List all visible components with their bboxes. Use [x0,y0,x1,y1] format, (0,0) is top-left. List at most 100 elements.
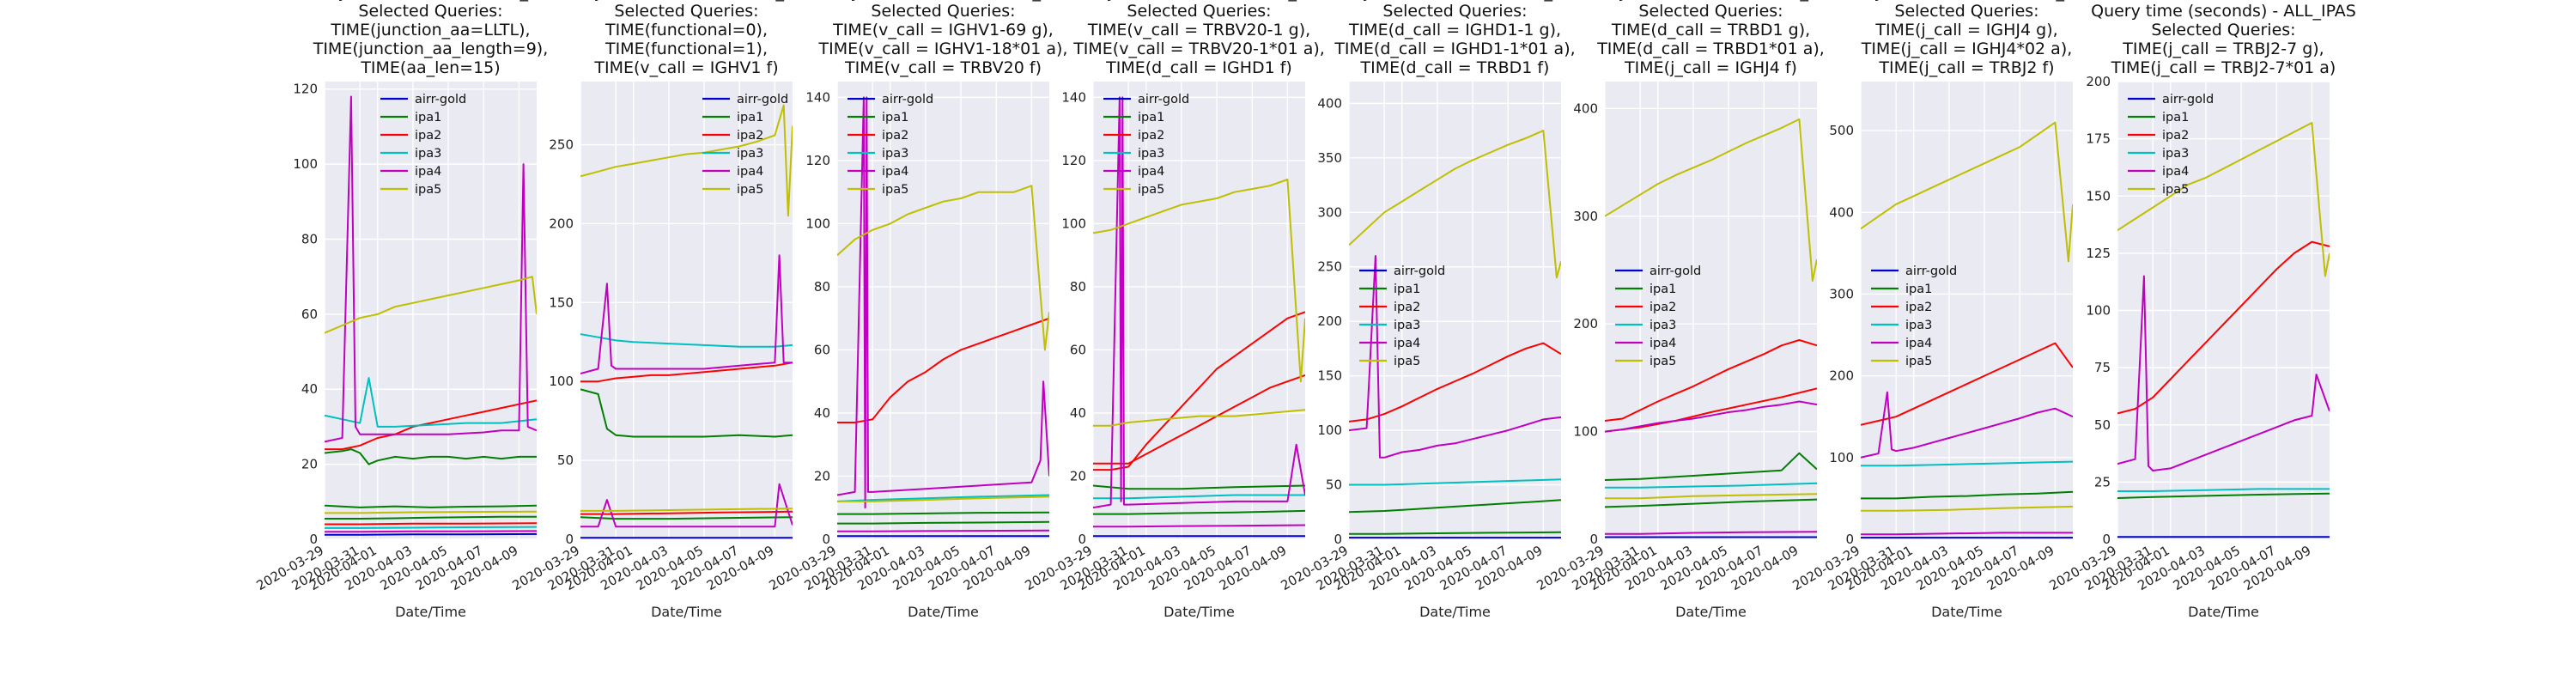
legend: airr-gold ipa1 ipa2 ipa3 ipa4 ipa5 [1615,264,1701,368]
chart-title-line: TIME(v_call = TRBV20 f) [844,58,1042,77]
y-tick-label: 120 [293,82,318,97]
chart-title-line: TIME(d_call = IGHD1-1 g), [1348,21,1561,40]
chart-title-line: TIME(junction_aa=LLTL), [330,21,530,40]
y-tick-label: 100 [1317,423,1342,438]
chart-panel-1: 0204060801001202020-03-292020-03-312020-… [253,0,562,620]
series-line-ipa2 [580,510,793,515]
y-tick-label: 200 [2086,74,2111,89]
y-tick-label: 100 [1829,450,1854,465]
series-line-ipa1 [837,520,1049,525]
y-tick-label: 100 [1573,424,1598,440]
y-tick-label: 400 [1829,204,1854,220]
y-tick-label: 400 [1573,100,1598,116]
y-tick-label: 125 [2086,246,2111,261]
series-line-ipa3 [1605,482,1817,489]
legend-entry: ipa1 [1649,283,1676,296]
series-line-ipa5 [1349,130,1561,279]
y-tick-label: 200 [1317,313,1342,329]
legend-entry: ipa3 [415,147,441,161]
legend-entry: ipa2 [1649,301,1676,314]
series-line-ipa4 [1861,532,2073,536]
legend-entry: ipa1 [1138,111,1164,125]
x-axis-label: Date/Time [2188,604,2259,620]
chart-title-line: TIME(d_call = TRBD1*01 a), [1596,40,1825,58]
chart-title-line: TIME(j_call = IGHJ4*02 a), [1861,40,2073,58]
x-axis-label: Date/Time [1163,604,1235,620]
series-line-ipa1 [837,511,1049,515]
x-axis-label: Date/Time [395,604,466,620]
series-line-ipa1 [1349,499,1561,514]
series-line-ipa4 [1605,400,1817,433]
legend-entry: airr-gold [415,93,466,106]
y-tick-label: 60 [814,342,830,357]
y-tick-label: 40 [1070,405,1086,421]
series-line-ipa2 [325,399,537,451]
legend-entry: ipa4 [737,165,763,179]
series-line-ipa1 [325,504,537,508]
series-line-ipa3 [2117,488,2330,492]
legend-entry: ipa1 [2162,111,2189,125]
series-layer [1861,121,2073,539]
legend: airr-gold ipa1 ipa2 ipa3 ipa4 ipa5 [1359,264,1445,368]
legend-entry: ipa3 [2162,147,2189,161]
y-tick-label: 250 [1317,259,1342,275]
series-line-ipa1 [1093,484,1305,490]
y-tick-label: 40 [301,381,318,397]
series-line-ipa5 [580,508,793,512]
y-tick-label: 80 [1070,279,1086,295]
series-line-ipa5 [1861,121,2073,263]
legend-entry: ipa2 [415,129,441,143]
y-tick-label: 20 [301,457,318,472]
legend-entry: ipa4 [1905,337,1932,350]
chart-panel-3: 0204060801001201402020-03-292020-03-3120… [766,0,1075,620]
plot-area [1349,82,1561,539]
legend-entry: ipa2 [2162,129,2189,143]
chart-title-line: Selected Queries: [1382,2,1527,21]
chart-title-line: TIME(v_call = IGHV1-69 g), [832,21,1054,40]
legend-entry: ipa3 [1394,319,1420,332]
legend-entry: ipa5 [737,183,763,197]
series-line-ipa1 [1093,509,1305,515]
legend-entry: airr-gold [1905,264,1957,278]
chart-title-line: Selected Queries: [2151,21,2295,40]
y-tick-label: 50 [1326,477,1342,493]
legend: airr-gold ipa1 ipa2 ipa3 ipa4 ipa5 [702,93,788,197]
series-line-ipa4 [1605,531,1817,535]
series-layer [1093,96,1305,538]
legend-entry: ipa3 [737,147,763,161]
legend-entry: ipa3 [1138,147,1164,161]
legend: airr-gold ipa1 ipa2 ipa3 ipa4 ipa5 [1871,264,1957,368]
legend-entry: airr-gold [882,93,933,106]
legend-entry: airr-gold [1138,93,1189,106]
legend-entry: ipa4 [1394,337,1420,350]
y-tick-label: 0 [565,532,574,547]
y-tick-label: 0 [1334,532,1342,547]
series-line-ipa3 [837,494,1049,502]
series-line-ipa4 [325,530,537,533]
y-tick-label: 300 [1317,204,1342,220]
x-axis-label: Date/Time [1931,604,2002,620]
legend-entry: ipa3 [1649,319,1676,332]
series-line-ipa2 [1605,339,1817,422]
y-tick-label: 200 [1573,316,1598,331]
y-tick-label: 400 [1317,95,1342,111]
y-tick-label: 500 [1829,123,1854,138]
legend-entry: airr-gold [2162,93,2214,106]
series-line-ipa4 [1861,391,2073,459]
y-tick-label: 50 [557,453,574,468]
y-tick-label: 150 [1317,368,1342,384]
y-tick-label: 100 [2086,303,2111,319]
chart-title-line: Selected Queries: [614,2,758,21]
chart-panel-8: 02550751001251501752002020-03-292020-03-… [2046,2,2355,620]
legend-entry: ipa5 [1394,355,1420,368]
y-tick-label: 0 [1078,532,1086,547]
y-tick-label: 250 [549,137,574,153]
y-tick-label: 50 [2094,417,2111,433]
y-tick-label: 175 [2086,131,2111,147]
series-layer [1605,118,1817,538]
series-line-ipa3 [325,526,537,529]
y-tick-label: 150 [549,295,574,310]
series-line-ipa1 [325,515,537,520]
series-layer [837,96,1049,538]
y-tick-label: 350 [1317,150,1342,166]
